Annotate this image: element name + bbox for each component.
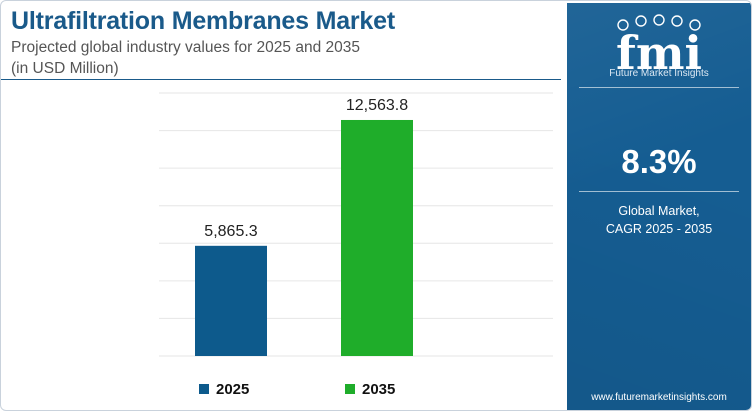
cagr-label-line-2: CAGR 2025 - 2035 (605, 222, 713, 236)
bar-chart: 5,865.3 12,563.8 (159, 92, 553, 357)
title-divider (1, 79, 561, 80)
legend-label-2025: 2025 (216, 380, 250, 398)
legend-swatch-2035 (345, 384, 355, 394)
value-label-2025: 5,865.3 (204, 223, 257, 240)
legend-label-2035: 2035 (362, 380, 396, 398)
bar-2035 (341, 119, 413, 356)
logo-subtitle: Future Market Insights (609, 68, 709, 79)
subtitle-line-2: (in USD Million) (11, 60, 119, 77)
logo-wordmark: fmi (616, 26, 702, 80)
website-url: www.futuremarketinsights.com (591, 392, 727, 403)
cagr-label-line-1: Global Market, (618, 204, 700, 218)
sidebar-divider-top (579, 87, 739, 88)
legend-item-2025: 2025 (199, 379, 249, 399)
legend-item-2035: 2035 (345, 379, 395, 399)
chart-subtitle: Projected global industry values for 202… (11, 37, 360, 79)
sidebar-divider-middle (579, 191, 739, 192)
logo-icons (617, 14, 701, 31)
chart-value-labels: 5,865.3 12,563.8 (204, 97, 408, 240)
fmi-logo: fmi (616, 14, 702, 80)
cagr-label: Global Market, CAGR 2025 - 2035 (567, 202, 751, 238)
cagr-value: 8.3% (621, 143, 697, 180)
chart-title: Ultrafiltration Membranes Market (11, 7, 395, 35)
bar-2025 (195, 245, 267, 356)
sidebar-panel: fmi Future Market Insights 8.3% Global M… (567, 3, 751, 410)
subtitle-line-1: Projected global industry values for 202… (11, 39, 360, 56)
legend-swatch-2025 (199, 384, 209, 394)
chart-bars (195, 119, 413, 356)
value-label-2035: 12,563.8 (346, 97, 408, 114)
